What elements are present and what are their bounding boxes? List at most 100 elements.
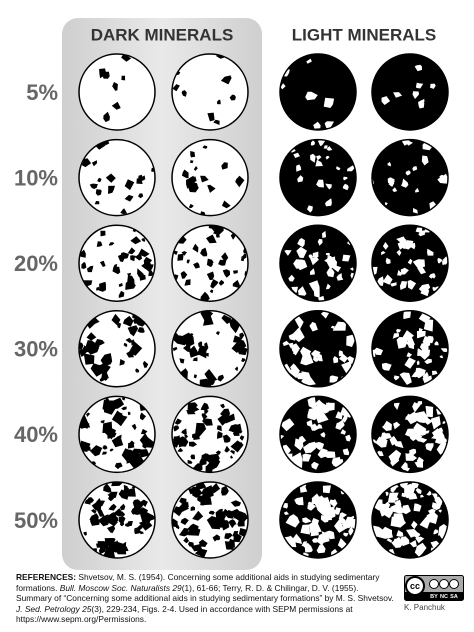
credit: K. Panchuk (404, 603, 445, 612)
mineral-grain (415, 536, 425, 544)
mineral-grain (228, 520, 236, 529)
mineral-grain (102, 445, 108, 450)
mineral-grain (227, 532, 233, 539)
mineral-grain (411, 520, 418, 530)
mineral-grain (412, 166, 418, 172)
mineral-grain (221, 314, 232, 324)
mineral-grain (229, 94, 236, 101)
circle-outline (171, 395, 249, 474)
mineral-grain (285, 514, 300, 528)
term-icon (439, 579, 449, 589)
mineral-grain (343, 532, 349, 537)
mineral-grain (338, 516, 347, 525)
mineral-grain (414, 532, 421, 539)
mineral-grain (107, 431, 117, 439)
mineral-grain (419, 342, 429, 352)
mineral-grain (186, 259, 190, 264)
mineral-grain (386, 538, 393, 543)
mineral-grain (384, 433, 392, 439)
mineral-grain (121, 397, 126, 401)
mineral-grain (208, 510, 215, 515)
mineral-grain (390, 282, 397, 287)
mineral-grain (181, 90, 187, 97)
mineral-grain (316, 155, 322, 161)
circle-outline (279, 53, 357, 131)
mineral-grain (392, 333, 400, 339)
mineral-grain (316, 533, 325, 546)
mineral-grain (298, 435, 307, 443)
mineral-grain (312, 538, 318, 543)
mineral-grain (122, 486, 129, 495)
mineral-grain (347, 165, 355, 172)
mineral-grain (348, 525, 354, 536)
mineral-grain (300, 352, 314, 366)
mineral-grain (86, 412, 91, 417)
mineral-grain (387, 177, 395, 185)
mineral-grain (408, 452, 413, 459)
mineral-grain (280, 83, 286, 90)
mineral-grain (83, 531, 87, 536)
mineral-grain (192, 510, 204, 521)
mineral-grain (391, 536, 404, 548)
mineral-grain (206, 271, 215, 281)
mineral-grain (233, 531, 242, 543)
mineral-grain (136, 524, 143, 531)
mineral-grain (414, 542, 427, 557)
mineral-grain (204, 369, 218, 383)
mineral-grain (377, 450, 381, 454)
circle-outline (371, 395, 449, 474)
mineral-grain (404, 357, 416, 369)
comparison-circle (372, 54, 448, 130)
mineral-grain (225, 509, 234, 519)
mineral-grain (103, 404, 116, 415)
mineral-grain (406, 337, 415, 346)
mineral-grain (96, 543, 101, 548)
figure: DARK MINERALS LIGHT MINERALS 5% 10% 20% 30%… (14, 18, 449, 570)
mineral-grain (230, 450, 235, 455)
mineral-grain (349, 267, 354, 271)
mineral-grain (215, 450, 221, 456)
mineral-grain (181, 251, 188, 256)
mineral-grain (184, 434, 189, 439)
mineral-grain (405, 490, 418, 500)
mineral-grain (96, 508, 105, 517)
mineral-grain (205, 465, 213, 473)
mineral-grain (420, 494, 424, 498)
mineral-grain (119, 511, 126, 517)
mineral-grain (323, 145, 328, 149)
mineral-grain (433, 529, 439, 535)
mineral-grain (414, 367, 426, 379)
comparison-circle (172, 225, 248, 302)
mineral-grain (440, 348, 448, 352)
mineral-grain (425, 443, 434, 452)
license-badge: cc BY NC SA (404, 575, 464, 601)
mineral-grain (180, 271, 188, 279)
mineral-grain (95, 189, 102, 196)
mineral-grain (177, 447, 183, 452)
mineral-grain (120, 252, 129, 260)
circle-outline (171, 224, 249, 302)
term-icon (449, 579, 459, 589)
mineral-grain (221, 252, 229, 263)
comparison-circle (79, 225, 155, 302)
mineral-grain (128, 449, 141, 465)
references-label: REFERENCES: (16, 572, 77, 582)
mineral-grain (193, 182, 199, 191)
circle-outline (371, 53, 449, 131)
mineral-grain (100, 353, 113, 366)
mineral-grain (412, 402, 421, 413)
mineral-grain (210, 279, 219, 289)
mineral-grain (418, 283, 431, 294)
mineral-grain (111, 313, 121, 326)
term-label: BY (430, 594, 438, 600)
mineral-grain (290, 327, 305, 343)
mineral-grain (221, 485, 229, 495)
mineral-grain (312, 442, 325, 451)
circle-background (280, 54, 356, 130)
circle-outline (279, 138, 357, 217)
mineral-grain (98, 514, 109, 527)
comparison-circle (172, 310, 248, 387)
mineral-grain (112, 266, 121, 275)
circle-outline (279, 481, 357, 559)
row-label: 5% (26, 80, 58, 105)
